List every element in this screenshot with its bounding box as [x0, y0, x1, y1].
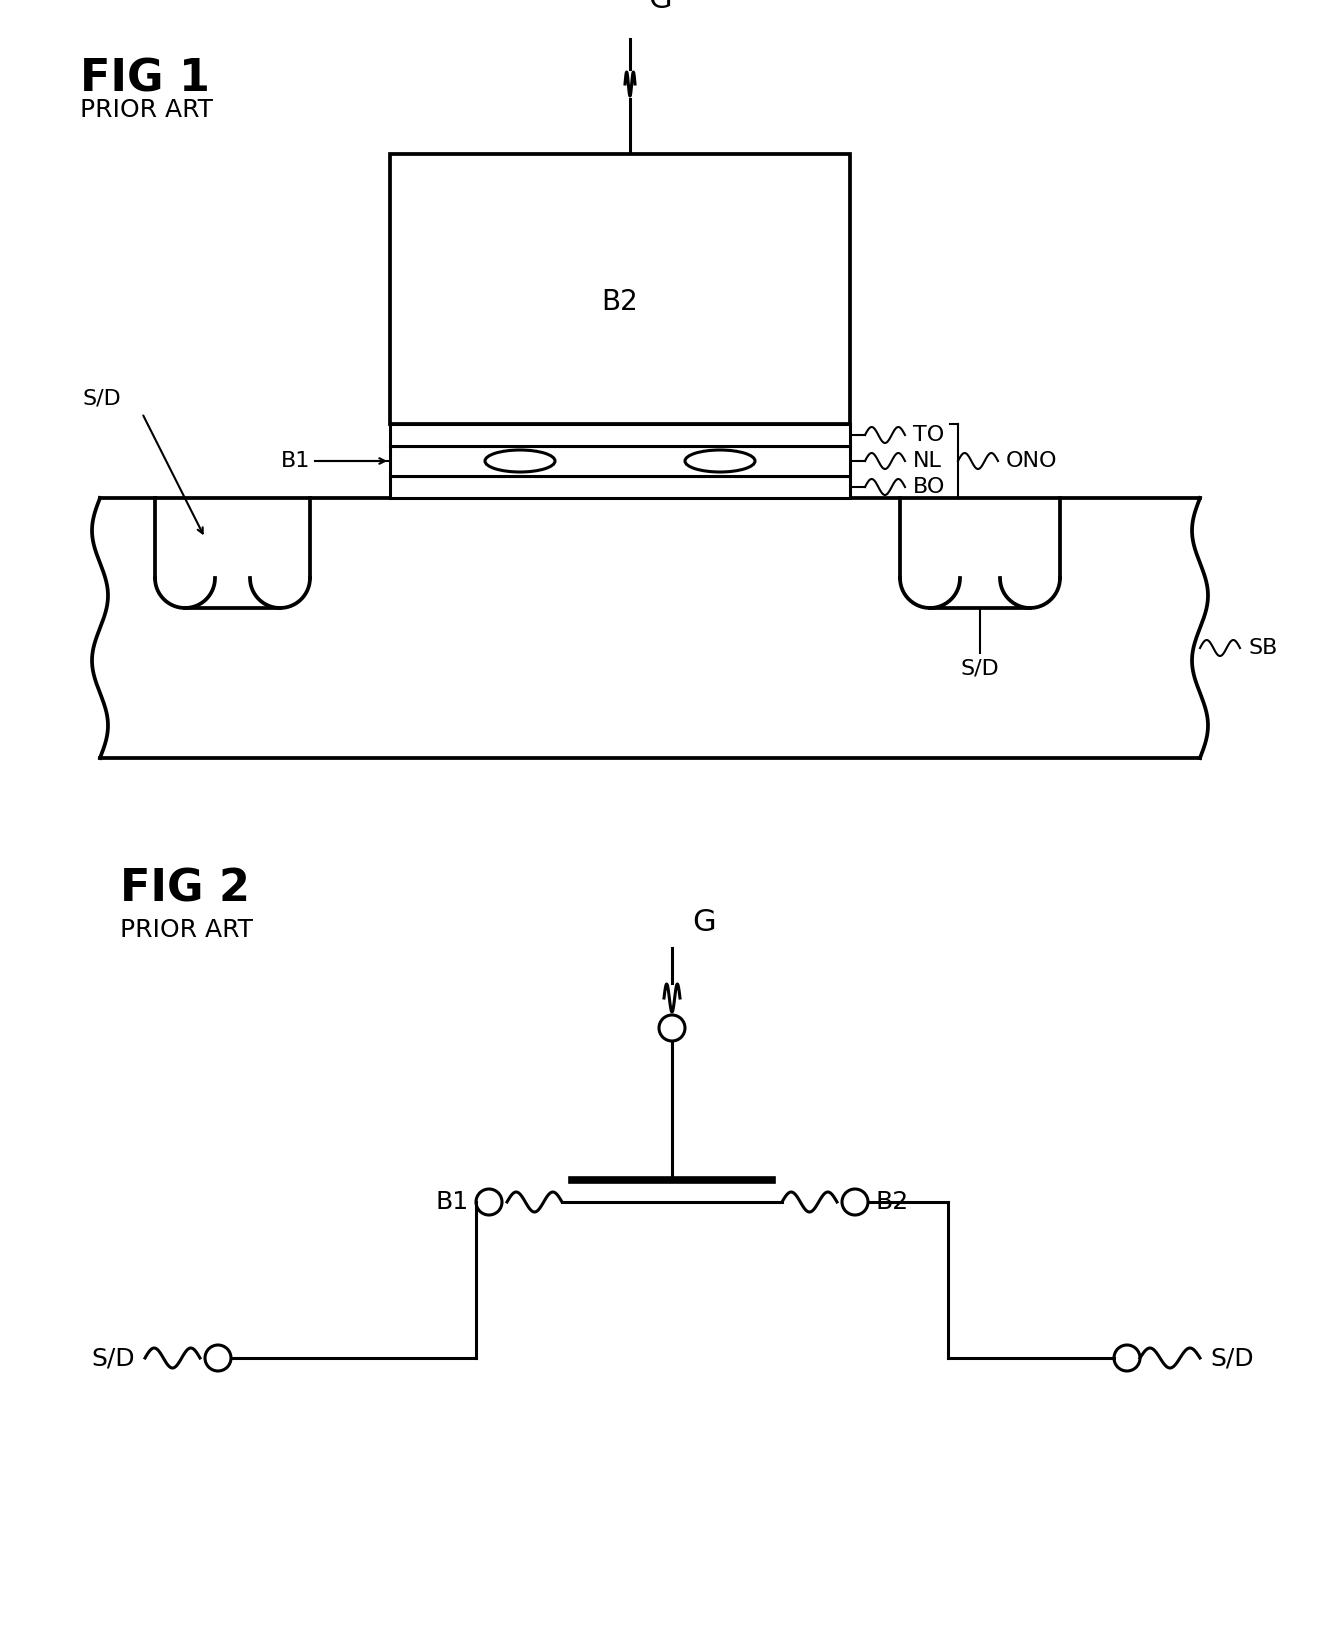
- Text: PRIOR ART: PRIOR ART: [81, 98, 212, 122]
- Text: FIG 1: FIG 1: [81, 59, 210, 101]
- Text: ONO: ONO: [1007, 451, 1058, 470]
- Text: NL: NL: [913, 451, 942, 470]
- Text: S/D: S/D: [91, 1346, 134, 1371]
- Text: B1: B1: [281, 451, 310, 470]
- Text: TO: TO: [913, 425, 945, 444]
- Text: B2: B2: [875, 1190, 909, 1214]
- Text: S/D: S/D: [1210, 1346, 1254, 1371]
- Text: PRIOR ART: PRIOR ART: [120, 918, 253, 943]
- Text: B2: B2: [602, 288, 638, 316]
- Text: SB: SB: [1249, 638, 1277, 658]
- Text: S/D: S/D: [961, 658, 1000, 677]
- Text: G: G: [648, 0, 672, 15]
- Ellipse shape: [485, 449, 555, 472]
- Ellipse shape: [685, 449, 755, 472]
- Bar: [390, 155, 849, 423]
- Text: S/D: S/D: [82, 387, 121, 409]
- Bar: [390, 446, 849, 475]
- Text: FIG 2: FIG 2: [120, 868, 250, 912]
- Bar: [390, 475, 849, 498]
- Text: G: G: [692, 908, 715, 938]
- Text: BO: BO: [913, 477, 945, 497]
- Bar: [390, 423, 849, 446]
- Text: B1: B1: [435, 1190, 469, 1214]
